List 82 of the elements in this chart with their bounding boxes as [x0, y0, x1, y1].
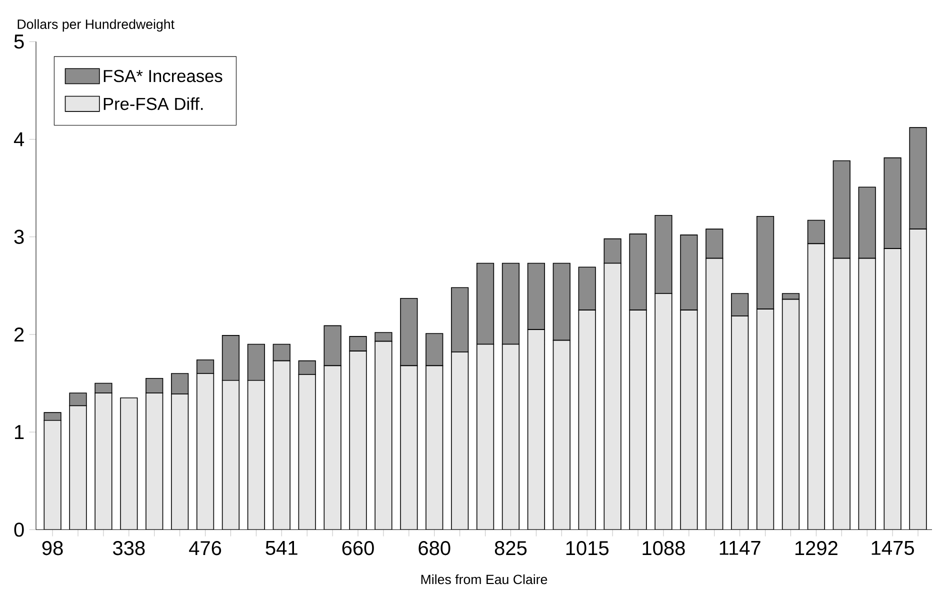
- bar: [374, 332, 392, 342]
- bar: [94, 382, 112, 394]
- bar: [298, 374, 316, 530]
- x-tick-label: 476: [189, 541, 222, 556]
- x-tick-label: 98: [42, 541, 63, 556]
- bar: [552, 262, 570, 341]
- bar: [782, 298, 800, 530]
- y-tick-label: 1: [15, 425, 24, 439]
- bar: [604, 262, 622, 530]
- bar: [578, 266, 596, 310]
- bar: [706, 258, 724, 530]
- y-tick-label: 3: [14, 230, 24, 244]
- bar: [324, 325, 342, 366]
- bar: [426, 333, 444, 366]
- bar: [272, 360, 290, 530]
- legend-label: Pre-FSA Diff.: [104, 97, 203, 110]
- bar: [349, 336, 367, 352]
- bar: [807, 243, 825, 530]
- bar: [222, 380, 240, 530]
- y-tick-label: 4: [14, 132, 24, 146]
- bar: [629, 310, 647, 530]
- bar: [272, 344, 290, 362]
- bar: [247, 344, 265, 381]
- bar: [349, 350, 367, 530]
- bar: [552, 340, 570, 530]
- bar: [171, 373, 189, 394]
- bar: [884, 248, 902, 530]
- bar: [680, 310, 698, 530]
- bar: [731, 316, 749, 530]
- bar: [324, 365, 342, 530]
- bar: [909, 228, 927, 530]
- bar: [858, 258, 876, 530]
- bar: [527, 262, 545, 330]
- bar: [69, 392, 87, 406]
- y-tick-label: 0: [14, 522, 24, 537]
- x-tick-label: 660: [342, 541, 374, 556]
- bar: [502, 262, 520, 345]
- bar: [44, 420, 62, 530]
- bar: [69, 405, 87, 530]
- x-tick-label: 1147: [720, 541, 760, 555]
- bar: [782, 293, 800, 300]
- bar: [680, 234, 698, 310]
- legend-label: FSA* Increases: [104, 70, 222, 82]
- bar: [298, 360, 316, 375]
- bar: [476, 262, 494, 345]
- bar: [527, 329, 545, 530]
- bar: [731, 293, 749, 316]
- x-tick-label: 680: [418, 541, 450, 556]
- x-tick-label: 1475: [872, 541, 914, 555]
- bar: [451, 352, 469, 530]
- x-tick-label: 338: [112, 541, 145, 556]
- bar: [196, 359, 214, 374]
- bar: [146, 392, 164, 530]
- bar: [94, 392, 112, 530]
- bar: [451, 287, 469, 352]
- bar: [654, 293, 672, 530]
- bar: [146, 378, 164, 394]
- y-tick-label: 2: [14, 327, 24, 342]
- bar: [400, 298, 418, 366]
- bar: [374, 340, 392, 530]
- bar: [222, 335, 240, 381]
- x-tick-label: 1292: [795, 541, 838, 556]
- y-tick-label: 5: [14, 34, 24, 49]
- bar: [171, 394, 189, 530]
- bar: [578, 310, 596, 530]
- y-axis-title: Dollars per Hundredweight: [18, 19, 174, 32]
- bar: [247, 380, 265, 530]
- bar: [629, 234, 647, 310]
- x-tick-label: 1015: [566, 541, 608, 556]
- bar: [426, 365, 444, 530]
- bar: [120, 398, 138, 530]
- bar: [196, 373, 214, 530]
- bar: [476, 344, 494, 530]
- x-tick-label: 541: [266, 541, 298, 555]
- bar: [604, 238, 622, 264]
- x-tick-label: 1088: [642, 541, 685, 556]
- bar: [502, 344, 520, 530]
- bar: [756, 308, 774, 530]
- x-tick-label: 825: [494, 541, 527, 556]
- bar: [400, 365, 418, 530]
- x-axis-title: Miles from Eau Claire: [421, 574, 548, 584]
- bar: [832, 258, 850, 530]
